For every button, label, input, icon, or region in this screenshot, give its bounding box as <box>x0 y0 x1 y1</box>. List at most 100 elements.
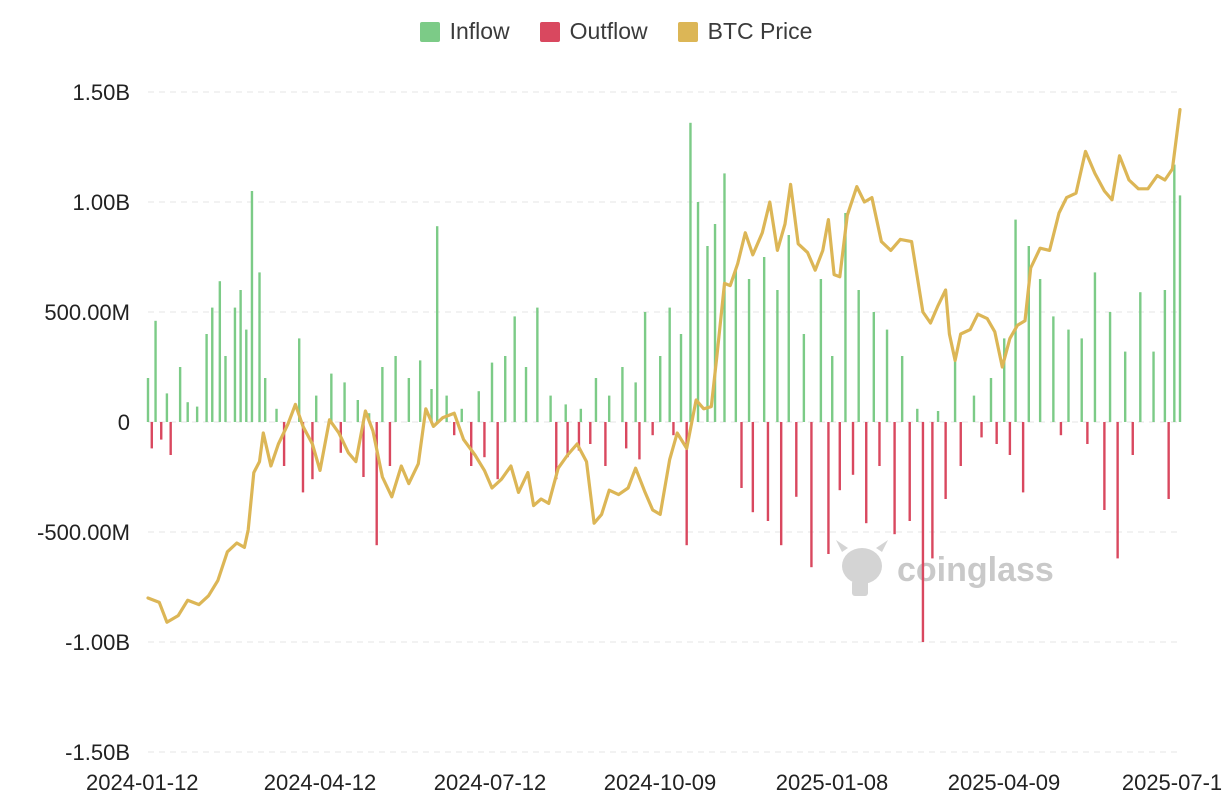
inflow-bar <box>802 334 806 422</box>
outflow-bar <box>1021 422 1025 493</box>
outflow-bar <box>604 422 607 466</box>
inflow-bar <box>819 279 823 422</box>
btc-price-series <box>146 108 1182 624</box>
outflow-bar <box>150 422 153 449</box>
inflow-bar <box>381 367 384 422</box>
inflow-bar <box>343 382 346 422</box>
outflow-bar <box>1116 422 1119 559</box>
outflow-bar <box>624 422 628 449</box>
inflow-bar <box>549 395 552 422</box>
inflow-bar <box>989 378 993 422</box>
outflow-bar <box>893 422 896 535</box>
outflow-bar <box>1086 422 1089 444</box>
grid-lines <box>148 91 1180 753</box>
inflow-bar <box>747 279 751 422</box>
inflow-bar <box>315 395 318 422</box>
inflow-bar <box>831 356 834 422</box>
inflow-bar <box>445 395 448 422</box>
inflow-bar <box>872 312 876 422</box>
outflow-bar <box>921 422 925 642</box>
inflow-bar <box>536 307 539 422</box>
inflow-bar <box>679 334 683 422</box>
inflow-bar <box>953 356 957 422</box>
coinglass-watermark: coinglass <box>836 540 1054 596</box>
inflow-bar <box>706 246 709 422</box>
inflow-bar <box>504 356 507 422</box>
outflow-bar <box>865 422 868 524</box>
inflow-bar <box>1152 351 1155 422</box>
inflow-bar <box>298 338 301 422</box>
inflow-bar <box>239 290 242 422</box>
outflow-bar <box>589 422 592 444</box>
legend-swatch-btc-price <box>677 21 698 42</box>
inflow-bar <box>1052 316 1055 422</box>
inflow-bars <box>146 122 1182 423</box>
x-tick-label: 2025-01-08 <box>776 770 889 795</box>
outflow-bar <box>638 422 641 460</box>
outflow-bar <box>566 422 569 458</box>
inflow-bar <box>564 404 567 422</box>
legend-item-btc-price[interactable]: BTC Price <box>677 18 812 45</box>
inflow-bar <box>430 389 433 422</box>
outflow-bar <box>851 422 855 475</box>
inflow-bar <box>195 406 199 422</box>
inflow-bar <box>713 224 717 422</box>
inflow-bar <box>1093 272 1097 422</box>
outflow-bar <box>740 422 743 488</box>
outflow-bar <box>169 422 172 455</box>
legend-item-inflow[interactable]: Inflow <box>419 18 510 45</box>
x-tick-label: 2024-04-12 <box>264 770 377 795</box>
inflow-bar <box>435 226 439 422</box>
legend-item-outflow[interactable]: Outflow <box>539 18 648 45</box>
inflow-bar <box>607 395 611 422</box>
inflow-bar <box>275 408 278 422</box>
x-tick-label: 2024-10-09 <box>604 770 717 795</box>
inflow-bar <box>787 235 790 422</box>
outflow-bar <box>995 422 998 444</box>
inflow-bar <box>659 356 662 422</box>
outflow-bar <box>375 422 378 546</box>
inflow-bar <box>857 290 860 422</box>
inflow-bar <box>1080 338 1083 422</box>
inflow-bar <box>1139 292 1142 422</box>
inflow-bar <box>696 202 700 422</box>
bull-logo-icon <box>836 540 888 596</box>
y-tick-label: 500.00M <box>44 300 130 325</box>
inflow-bar <box>146 378 150 422</box>
inflow-bar <box>621 367 624 422</box>
outflow-bar <box>838 422 841 491</box>
inflow-bar <box>643 312 647 422</box>
outflow-bar <box>1059 422 1063 436</box>
outflow-bar <box>827 422 830 554</box>
inflow-bar <box>1173 164 1176 422</box>
outflow-bar <box>651 422 654 436</box>
outflow-bar <box>959 422 962 466</box>
inflow-bar <box>394 356 397 422</box>
outflow-bar <box>1167 422 1170 499</box>
inflow-bar <box>1067 329 1070 422</box>
inflow-bar <box>776 290 779 422</box>
inflow-bar <box>490 362 494 422</box>
inflow-bar <box>936 411 940 422</box>
inflow-bar <box>1108 312 1112 422</box>
inflow-bar <box>1163 290 1167 422</box>
y-tick-label: -500.00M <box>37 520 130 545</box>
inflow-bar <box>524 367 528 422</box>
inflow-bar <box>689 122 692 423</box>
outflow-bar <box>555 422 558 480</box>
x-tick-label: 2025-04-09 <box>948 770 1061 795</box>
outflow-bar <box>878 422 881 466</box>
outflow-bar <box>944 422 947 499</box>
inflow-bar <box>263 378 267 422</box>
outflow-bar <box>779 422 783 546</box>
outflow-bar <box>362 422 365 477</box>
legend-swatch-inflow <box>419 21 440 42</box>
inflow-bar <box>1178 195 1182 422</box>
outflow-bar <box>931 422 934 559</box>
outflow-bar <box>577 422 581 451</box>
inflow-bar <box>460 408 463 422</box>
inflow-bar <box>154 320 157 422</box>
y-tick-label: -1.00B <box>65 630 130 655</box>
outflow-bar <box>1131 422 1134 455</box>
outflow-bar <box>908 422 911 521</box>
